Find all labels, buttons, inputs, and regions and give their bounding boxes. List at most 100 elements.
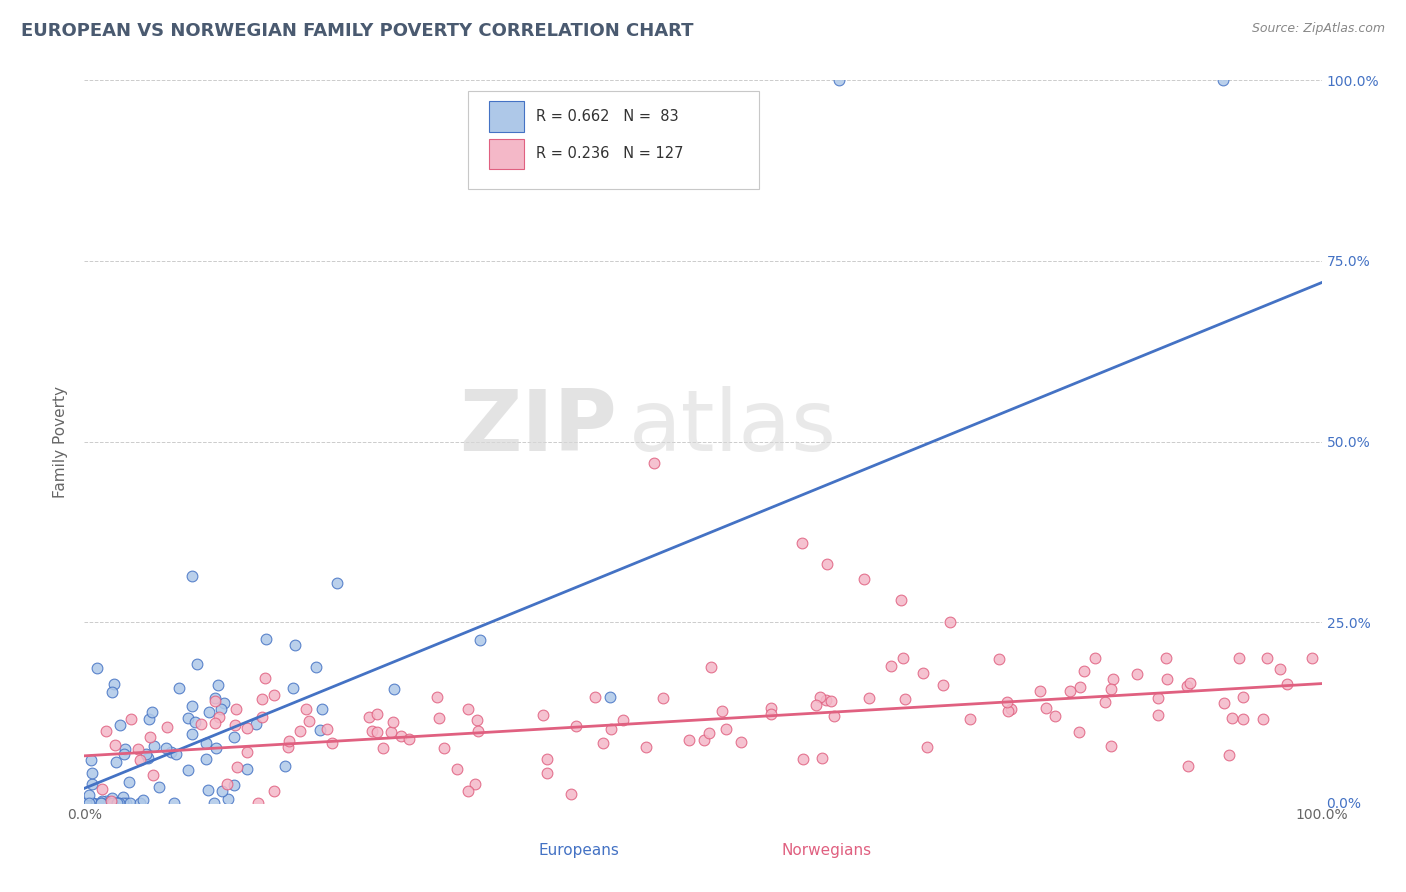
Point — [814, 693, 837, 707]
Point — [127, 741, 149, 756]
Point — [100, 794, 122, 808]
Point — [1212, 696, 1234, 710]
Point — [893, 692, 915, 706]
Point — [112, 747, 135, 761]
Point — [1275, 676, 1298, 690]
Point — [80, 753, 103, 767]
Point — [204, 694, 226, 708]
Point — [155, 740, 177, 755]
Point — [160, 745, 183, 759]
Point — [143, 739, 166, 753]
Point — [226, 760, 249, 774]
Point — [252, 692, 274, 706]
Point — [467, 724, 489, 739]
Point — [446, 762, 468, 776]
Point — [105, 755, 128, 769]
Point — [142, 768, 165, 782]
Text: Europeans: Europeans — [538, 843, 620, 857]
Point — [361, 724, 384, 739]
Point — [1268, 662, 1291, 676]
Point — [180, 569, 202, 583]
Point — [1156, 673, 1178, 687]
Text: EUROPEAN VS NORWEGIAN FAMILY POVERTY CORRELATION CHART: EUROPEAN VS NORWEGIAN FAMILY POVERTY COR… — [21, 22, 693, 40]
Text: ZIP: ZIP — [458, 385, 616, 468]
Point — [1177, 758, 1199, 772]
Point — [111, 790, 134, 805]
Point — [162, 796, 184, 810]
Point — [612, 713, 634, 727]
Point — [880, 659, 903, 673]
Point — [190, 717, 212, 731]
Point — [759, 701, 782, 715]
Point — [82, 777, 104, 791]
Point — [1301, 651, 1323, 665]
Point — [207, 678, 229, 692]
Point — [204, 796, 226, 810]
Point — [823, 709, 845, 723]
Point — [1156, 651, 1178, 665]
Y-axis label: Family Poverty: Family Poverty — [53, 385, 69, 498]
Point — [281, 681, 304, 695]
Point — [82, 796, 104, 810]
Point — [911, 666, 934, 681]
Point — [730, 735, 752, 749]
Point — [1099, 739, 1122, 754]
Point — [382, 681, 405, 696]
Point — [1212, 73, 1234, 87]
Point — [939, 615, 962, 630]
Point — [236, 762, 259, 776]
Point — [156, 720, 179, 734]
Point — [108, 796, 131, 810]
Point — [246, 796, 269, 810]
Point — [1227, 651, 1250, 665]
Point — [1094, 695, 1116, 709]
Point — [464, 777, 486, 791]
Point — [90, 781, 112, 796]
Point — [129, 796, 152, 810]
Point — [104, 796, 127, 810]
Point — [97, 796, 120, 810]
Point — [205, 741, 228, 756]
Point — [101, 791, 124, 805]
Point — [427, 710, 450, 724]
Point — [697, 726, 720, 740]
Point — [105, 796, 128, 810]
Point — [433, 741, 456, 756]
Point — [890, 593, 912, 607]
Point — [932, 677, 955, 691]
Point — [139, 730, 162, 744]
Point — [366, 725, 388, 739]
Point — [274, 759, 297, 773]
Point — [75, 796, 97, 810]
Point — [184, 715, 207, 730]
Point — [790, 535, 813, 549]
Point — [1059, 684, 1081, 698]
Point — [263, 688, 285, 702]
Point — [96, 794, 118, 808]
Point — [204, 716, 226, 731]
Point — [186, 657, 208, 671]
Point — [1175, 679, 1198, 693]
Point — [536, 752, 558, 766]
Point — [209, 702, 232, 716]
Point — [761, 706, 783, 721]
Point — [820, 694, 842, 708]
Bar — [489, 101, 523, 132]
Point — [792, 752, 814, 766]
Point — [177, 711, 200, 725]
Point — [204, 691, 226, 706]
Point — [389, 729, 412, 743]
Point — [107, 796, 129, 810]
Point — [1073, 664, 1095, 678]
Point — [224, 718, 246, 732]
Point — [915, 740, 938, 755]
Point — [225, 702, 247, 716]
Point — [804, 698, 827, 713]
Point — [108, 718, 131, 732]
Point — [371, 741, 394, 756]
Point — [222, 778, 245, 792]
Point — [148, 780, 170, 794]
Point — [208, 710, 231, 724]
Point — [197, 783, 219, 797]
Point — [643, 456, 665, 470]
